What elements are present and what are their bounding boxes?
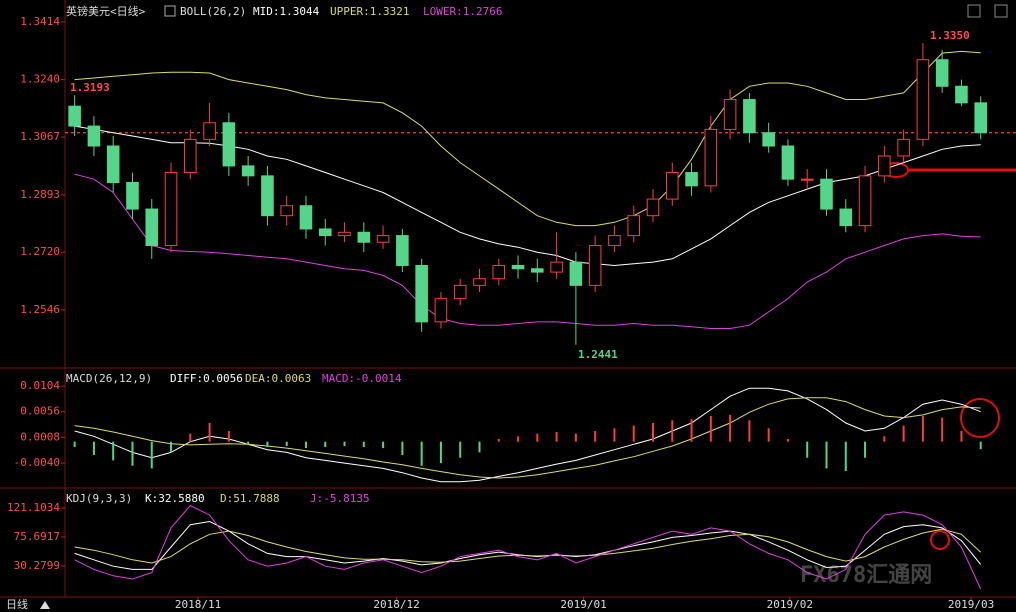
candle-body bbox=[145, 208, 159, 247]
candle-body bbox=[608, 235, 621, 247]
candle-body bbox=[87, 125, 101, 147]
period-tab[interactable]: 日线 bbox=[6, 597, 28, 611]
legend-entry: K:32.5880 bbox=[145, 492, 205, 505]
highlight-circle bbox=[930, 530, 950, 550]
y-tick-label: 1.3414 bbox=[20, 15, 60, 28]
candle-body bbox=[126, 182, 139, 210]
y-tick-label: 1.2893 bbox=[20, 188, 60, 201]
candle-body bbox=[434, 298, 448, 323]
series-line bbox=[74, 50, 981, 227]
x-tick-label: 2019/01 bbox=[560, 598, 606, 611]
window-button[interactable] bbox=[994, 4, 1008, 18]
candle-body bbox=[955, 85, 968, 104]
indicator-icon[interactable] bbox=[164, 5, 176, 17]
candle-body bbox=[241, 165, 255, 177]
candle-body bbox=[164, 172, 178, 247]
candle-body bbox=[531, 268, 544, 273]
window-button[interactable] bbox=[967, 4, 981, 18]
candle-body bbox=[588, 245, 602, 286]
candle-body bbox=[106, 145, 120, 183]
candle-body bbox=[511, 264, 525, 270]
candle-body bbox=[878, 155, 891, 177]
legend-entry: DIFF:0.0056 bbox=[170, 372, 243, 385]
candle-body bbox=[453, 284, 467, 300]
legend-entry: J:-5.8135 bbox=[310, 492, 370, 505]
candle-body bbox=[415, 264, 428, 323]
candle-body bbox=[473, 278, 486, 286]
candle-body bbox=[492, 264, 506, 280]
y-tick-label: 75.6917 bbox=[14, 530, 60, 543]
candle-body bbox=[704, 128, 718, 187]
candle-body bbox=[723, 99, 737, 130]
y-tick-label: 0.0104 bbox=[20, 379, 60, 392]
x-tick-label: 2019/03 bbox=[948, 598, 994, 611]
series-line bbox=[74, 528, 982, 564]
annotation: 1.3193 bbox=[70, 81, 110, 94]
candle-body bbox=[280, 205, 293, 217]
series-line bbox=[74, 173, 981, 329]
x-tick-label: 2018/12 bbox=[373, 598, 419, 611]
candle-body bbox=[396, 235, 409, 266]
indicator-title: KDJ(9,3,3) bbox=[66, 492, 132, 505]
legend-entry: LOWER:1.2766 bbox=[423, 5, 502, 18]
annotation: 1.3350 bbox=[930, 29, 970, 42]
candle-body bbox=[357, 231, 371, 243]
y-tick-label: -0.0040 bbox=[14, 456, 60, 469]
candle-body bbox=[261, 175, 274, 217]
watermark: FX678汇通网 bbox=[800, 563, 932, 588]
candle-body bbox=[916, 59, 930, 140]
candle-body bbox=[781, 145, 795, 180]
candle-body bbox=[376, 235, 390, 243]
series-line bbox=[74, 397, 981, 479]
candle-body bbox=[974, 102, 988, 134]
y-tick-label: 1.3240 bbox=[20, 73, 60, 86]
x-tick-label: 2018/11 bbox=[175, 598, 221, 611]
series-line bbox=[74, 387, 981, 483]
candle-body bbox=[820, 178, 833, 210]
y-tick-label: 121.1034 bbox=[7, 501, 60, 514]
highlight-circle bbox=[960, 398, 1000, 438]
legend-entry: UPPER:1.3321 bbox=[330, 5, 409, 18]
series-line bbox=[74, 504, 982, 590]
candle-body bbox=[839, 208, 853, 227]
legend-entry: DEA:0.0063 bbox=[245, 372, 311, 385]
y-tick-label: 30.2799 bbox=[14, 559, 60, 572]
candle-body bbox=[569, 261, 583, 286]
indicator-title: MACD(26,12,9) bbox=[66, 372, 152, 385]
legend-entry: MID:1.3044 bbox=[253, 5, 320, 18]
candle-body bbox=[222, 122, 236, 167]
candle-body bbox=[743, 99, 756, 134]
legend-entry: MACD:-0.0014 bbox=[322, 372, 402, 385]
candle-body bbox=[762, 132, 775, 147]
candle-body bbox=[665, 172, 679, 200]
candle-body bbox=[800, 178, 814, 181]
x-tick-label: 2019/02 bbox=[767, 598, 813, 611]
y-tick-label: 0.0008 bbox=[20, 430, 60, 443]
candle-body bbox=[646, 198, 660, 217]
candle-body bbox=[858, 175, 872, 227]
candle-body bbox=[627, 215, 640, 237]
candle-body bbox=[897, 138, 910, 157]
y-tick-label: 0.0056 bbox=[20, 405, 60, 418]
y-tick-label: 1.2546 bbox=[20, 303, 60, 316]
series-line bbox=[74, 125, 981, 267]
y-tick-label: 1.2720 bbox=[20, 245, 60, 258]
candle-body bbox=[299, 205, 313, 230]
candle-body bbox=[550, 261, 563, 273]
candle-body bbox=[935, 59, 949, 87]
annotation: 1.2441 bbox=[578, 348, 618, 361]
candle-body bbox=[338, 231, 351, 237]
candle-body bbox=[685, 172, 698, 187]
legend-entry: D:51.7888 bbox=[220, 492, 280, 505]
candle-body bbox=[68, 105, 81, 127]
indicator-title: BOLL(26,2) bbox=[180, 5, 246, 18]
tab-arrow[interactable] bbox=[40, 601, 50, 609]
candle-body bbox=[318, 228, 332, 237]
candle-body bbox=[184, 138, 197, 174]
candle-body bbox=[203, 122, 216, 140]
y-tick-label: 1.3067 bbox=[20, 130, 60, 143]
symbol-title: 英镑美元<日线> bbox=[66, 4, 146, 18]
